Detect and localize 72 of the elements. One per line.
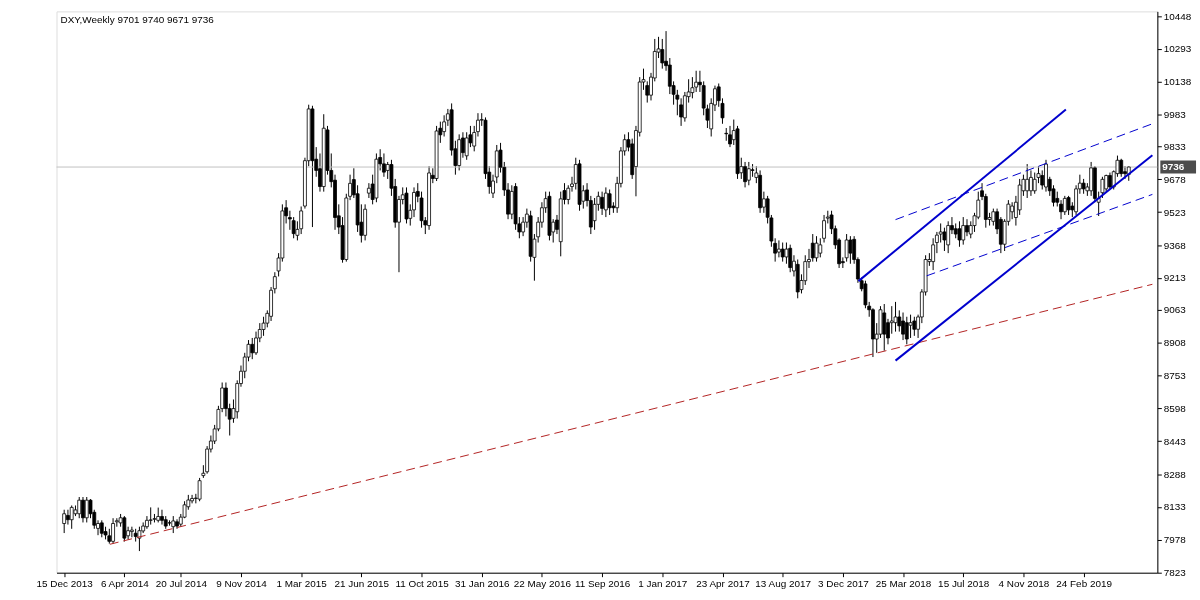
candlestick bbox=[743, 161, 747, 188]
x-tick-label: 15 Dec 2013 bbox=[36, 578, 94, 590]
x-tick-label: 11 Oct 2015 bbox=[395, 578, 450, 590]
candlestick bbox=[961, 216, 966, 246]
y-tick-label: 9368 bbox=[1163, 239, 1187, 251]
candlestick bbox=[946, 220, 951, 254]
candlestick bbox=[600, 191, 604, 216]
y-tick-label: 8753 bbox=[1163, 369, 1187, 381]
x-tick-label: 11 Sep 2016 bbox=[574, 578, 631, 590]
y-tick-label: 10448 bbox=[1163, 10, 1192, 22]
y-tick-label: 9983 bbox=[1163, 109, 1187, 121]
x-tick-label: 22 May 2016 bbox=[513, 578, 572, 590]
x-tick-label: 24 Feb 2019 bbox=[1056, 578, 1113, 590]
y-tick-label: 10138 bbox=[1163, 76, 1192, 88]
y-tick-label: 8908 bbox=[1163, 337, 1187, 349]
y-tick-label: 8288 bbox=[1163, 468, 1187, 480]
x-tick-label: 3 Dec 2017 bbox=[818, 578, 870, 590]
candlestick bbox=[814, 235, 819, 263]
x-tick-label: 1 Mar 2015 bbox=[276, 578, 328, 590]
candlestick bbox=[965, 218, 969, 237]
x-tick-label: 31 Jan 2016 bbox=[454, 578, 510, 590]
candlestick bbox=[746, 161, 751, 186]
candlestick bbox=[62, 509, 67, 534]
ref-line-label: 9736 bbox=[1162, 161, 1185, 173]
x-tick-label: 23 Apr 2017 bbox=[696, 578, 751, 590]
x-tick-label: 21 Jun 2015 bbox=[334, 578, 390, 590]
candlestick bbox=[904, 316, 909, 345]
y-tick-label: 8598 bbox=[1163, 402, 1187, 414]
candlestick bbox=[912, 316, 917, 337]
y-tick-label: 7978 bbox=[1163, 534, 1187, 546]
candlestick bbox=[908, 314, 913, 339]
y-tick-label: 8443 bbox=[1163, 435, 1187, 447]
x-tick-label: 20 Jul 2014 bbox=[155, 578, 208, 590]
candlestick bbox=[788, 244, 793, 273]
candlestick bbox=[130, 526, 134, 538]
x-tick-label: 9 Nov 2014 bbox=[216, 578, 268, 590]
candlestick bbox=[77, 496, 82, 519]
candlestick bbox=[603, 186, 608, 218]
x-tick-label: 13 Aug 2017 bbox=[755, 578, 812, 590]
candlestick bbox=[893, 301, 898, 333]
candlestick bbox=[366, 182, 371, 199]
candlestick bbox=[1044, 159, 1048, 193]
x-tick-label: 25 Mar 2018 bbox=[875, 578, 932, 590]
chart-title: DXY,Weekly 9701 9740 9671 9736 bbox=[60, 14, 215, 26]
candlestick bbox=[250, 337, 255, 360]
y-tick-label: 8133 bbox=[1163, 501, 1187, 513]
x-tick-label: 6 Apr 2014 bbox=[100, 578, 150, 590]
y-tick-label: 9213 bbox=[1163, 272, 1187, 284]
candlestick bbox=[848, 235, 853, 265]
candlestick bbox=[1010, 201, 1015, 220]
candlestick bbox=[111, 517, 115, 545]
x-tick-label: 15 Jul 2018 bbox=[938, 578, 990, 590]
candlestick bbox=[942, 227, 947, 252]
y-tick-label: 9678 bbox=[1163, 173, 1187, 185]
y-tick-label: 7823 bbox=[1163, 567, 1187, 579]
y-tick-label: 9523 bbox=[1163, 206, 1187, 218]
y-tick-label: 10293 bbox=[1163, 43, 1192, 55]
candlestick bbox=[901, 312, 905, 341]
candlestick bbox=[1032, 172, 1037, 195]
candlestick bbox=[160, 509, 164, 526]
candlestick bbox=[777, 239, 781, 258]
y-tick-label: 9063 bbox=[1163, 304, 1187, 316]
candlestick bbox=[784, 242, 789, 265]
candlestick bbox=[1025, 163, 1030, 199]
candlestick bbox=[81, 496, 85, 523]
candlestick bbox=[382, 152, 386, 178]
x-tick-label: 1 Jan 2017 bbox=[638, 578, 688, 590]
candlestick bbox=[66, 509, 70, 526]
x-tick-label: 4 Nov 2018 bbox=[998, 578, 1050, 590]
y-tick-label: 9833 bbox=[1163, 140, 1187, 152]
candlestick bbox=[780, 242, 785, 263]
candlestick bbox=[1089, 161, 1094, 197]
